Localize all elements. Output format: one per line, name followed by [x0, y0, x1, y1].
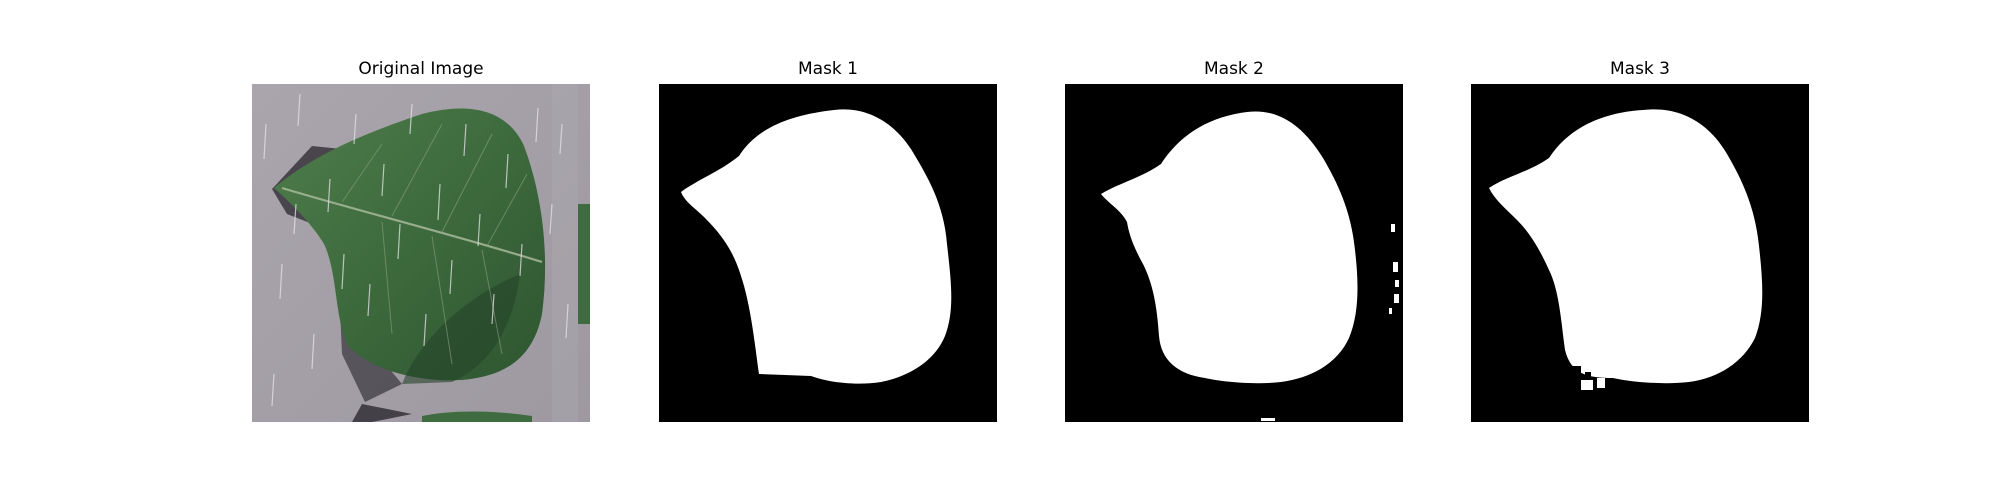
- mask-2-image: [1065, 84, 1403, 422]
- panel-title: Original Image: [252, 56, 590, 82]
- mask-1-image: [659, 84, 997, 422]
- panel-original-image: Original Image: [252, 56, 590, 438]
- panel-mask-3: Mask 3: [1471, 56, 1809, 438]
- panel-mask-2: Mask 2: [1065, 56, 1403, 438]
- panel-title: Mask 3: [1471, 56, 1809, 82]
- panel-title: Mask 1: [659, 56, 997, 82]
- panel-mask-1: Mask 1: [659, 56, 997, 438]
- panel-title: Mask 2: [1065, 56, 1403, 82]
- mask-3-image: [1471, 84, 1809, 422]
- original-leaf-photo: [252, 84, 590, 422]
